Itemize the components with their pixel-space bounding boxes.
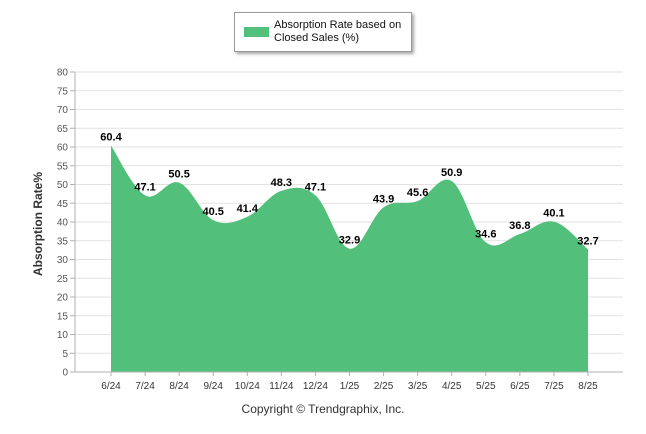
data-label: 47.1 bbox=[305, 181, 326, 193]
legend-swatch bbox=[244, 27, 269, 37]
copyright-text: Copyright © Trendgraphix, Inc. bbox=[241, 402, 405, 416]
data-label: 40.5 bbox=[203, 206, 224, 218]
y-tick-label: 35 bbox=[57, 236, 69, 247]
y-tick-label: 75 bbox=[57, 86, 69, 97]
y-tick-label: 20 bbox=[57, 293, 69, 304]
x-tick-label: 4/25 bbox=[442, 381, 462, 392]
x-tick-label: 6/25 bbox=[510, 381, 530, 392]
data-label: 40.1 bbox=[543, 208, 564, 220]
data-label: 48.3 bbox=[271, 177, 292, 189]
y-tick-label: 80 bbox=[57, 68, 69, 79]
x-tick-label: 9/24 bbox=[203, 381, 223, 392]
data-label: 47.1 bbox=[134, 181, 155, 193]
y-axis-title: Absorption Rate% bbox=[31, 172, 45, 276]
y-tick-label: 45 bbox=[57, 199, 69, 210]
data-label: 43.9 bbox=[373, 193, 394, 205]
y-tick-label: 65 bbox=[57, 124, 69, 135]
y-tick-label: 0 bbox=[62, 368, 68, 379]
data-labels: 60.4 47.1 50.5 40.5 41.4 48.3 47.1 32.9 43.9 45.6… bbox=[100, 132, 598, 248]
x-tick-label: 11/24 bbox=[269, 381, 294, 392]
x-tick-label: 7/24 bbox=[135, 381, 155, 392]
x-tick-label: 1/25 bbox=[340, 381, 360, 392]
y-tick-label: 60 bbox=[57, 143, 69, 154]
data-label: 45.6 bbox=[407, 187, 428, 199]
x-tick-label: 6/24 bbox=[101, 381, 121, 392]
data-label: 60.4 bbox=[100, 132, 122, 144]
y-tick-label: 15 bbox=[57, 311, 69, 322]
y-tick-label: 10 bbox=[57, 330, 69, 341]
data-label: 50.9 bbox=[441, 167, 462, 179]
y-tick-label: 50 bbox=[57, 180, 69, 191]
y-tick-label: 40 bbox=[57, 218, 69, 229]
y-axis-ticks: 0 5 10 15 20 25 30 35 40 45 50 55 60 65 70 75 80 bbox=[57, 68, 69, 379]
data-label: 32.7 bbox=[577, 235, 598, 247]
x-tick-label: 8/24 bbox=[169, 381, 189, 392]
area-fill bbox=[111, 145, 588, 372]
y-tick-label: 70 bbox=[57, 105, 69, 116]
x-tick-label: 7/25 bbox=[544, 381, 564, 392]
data-label: 36.8 bbox=[509, 220, 530, 232]
x-tick-label: 5/25 bbox=[476, 381, 496, 392]
x-tick-label: 2/25 bbox=[374, 381, 394, 392]
x-tick-label: 10/24 bbox=[235, 381, 260, 392]
x-axis-ticks: 6/24 7/24 8/24 9/24 10/24 11/24 12/24 1/25 2/25 3… bbox=[101, 381, 598, 392]
axes bbox=[70, 71, 623, 376]
data-label: 50.5 bbox=[168, 169, 189, 181]
x-tick-label: 8/25 bbox=[578, 381, 598, 392]
area-series bbox=[111, 145, 588, 372]
y-tick-label: 30 bbox=[57, 255, 69, 266]
legend: Absorption Rate based on Closed Sales (%… bbox=[234, 12, 412, 52]
legend-label: Absorption Rate based on Closed Sales (%… bbox=[274, 19, 402, 44]
data-label: 32.9 bbox=[339, 235, 360, 247]
y-tick-label: 5 bbox=[62, 349, 68, 360]
y-tick-label: 25 bbox=[57, 274, 69, 285]
x-tick-label: 12/24 bbox=[303, 381, 328, 392]
data-label: 34.6 bbox=[475, 228, 496, 240]
x-tick-label: 3/25 bbox=[408, 381, 428, 392]
y-tick-label: 55 bbox=[57, 161, 69, 172]
data-label: 41.4 bbox=[237, 203, 259, 215]
